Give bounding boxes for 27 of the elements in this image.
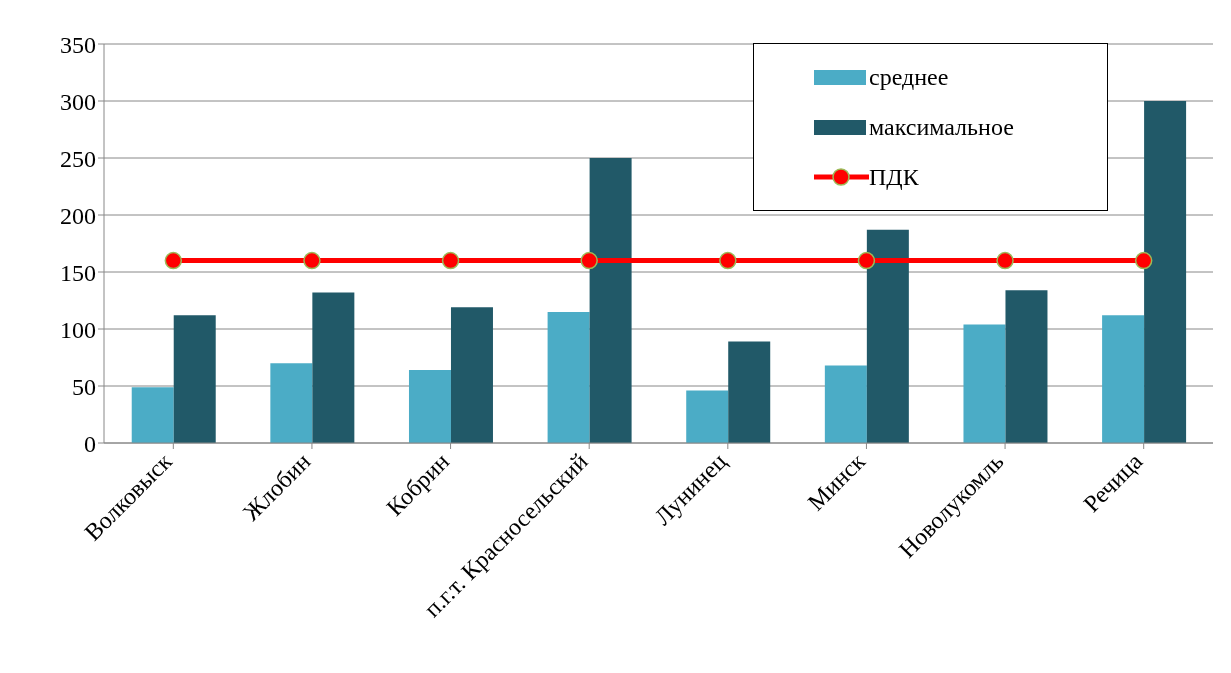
bar bbox=[131, 387, 174, 443]
bar bbox=[963, 324, 1006, 443]
bar bbox=[589, 158, 632, 443]
bar bbox=[824, 365, 867, 443]
bar bbox=[866, 229, 909, 443]
bar bbox=[547, 311, 590, 443]
y-tick-label: 0 bbox=[84, 430, 96, 457]
bar bbox=[173, 315, 216, 443]
bar bbox=[1144, 101, 1187, 443]
y-tick-label: 100 bbox=[60, 316, 96, 343]
legend-label: среднее bbox=[869, 63, 949, 91]
bar bbox=[270, 363, 313, 443]
bar bbox=[312, 292, 355, 443]
legend-label: ПДК bbox=[869, 163, 919, 191]
bar bbox=[1102, 315, 1145, 443]
y-tick-label: 250 bbox=[60, 145, 96, 172]
y-tick-label: 350 bbox=[60, 31, 96, 58]
legend-label: максимальное bbox=[869, 113, 1014, 141]
bar bbox=[450, 307, 493, 443]
y-tick-label: 300 bbox=[60, 88, 96, 115]
y-tick-label: 150 bbox=[60, 259, 96, 286]
bar bbox=[728, 341, 771, 443]
y-tick-label: 50 bbox=[72, 373, 96, 400]
bar bbox=[1005, 290, 1048, 443]
bar bbox=[408, 370, 451, 443]
y-tick-label: 200 bbox=[60, 202, 96, 229]
bar bbox=[686, 390, 729, 443]
